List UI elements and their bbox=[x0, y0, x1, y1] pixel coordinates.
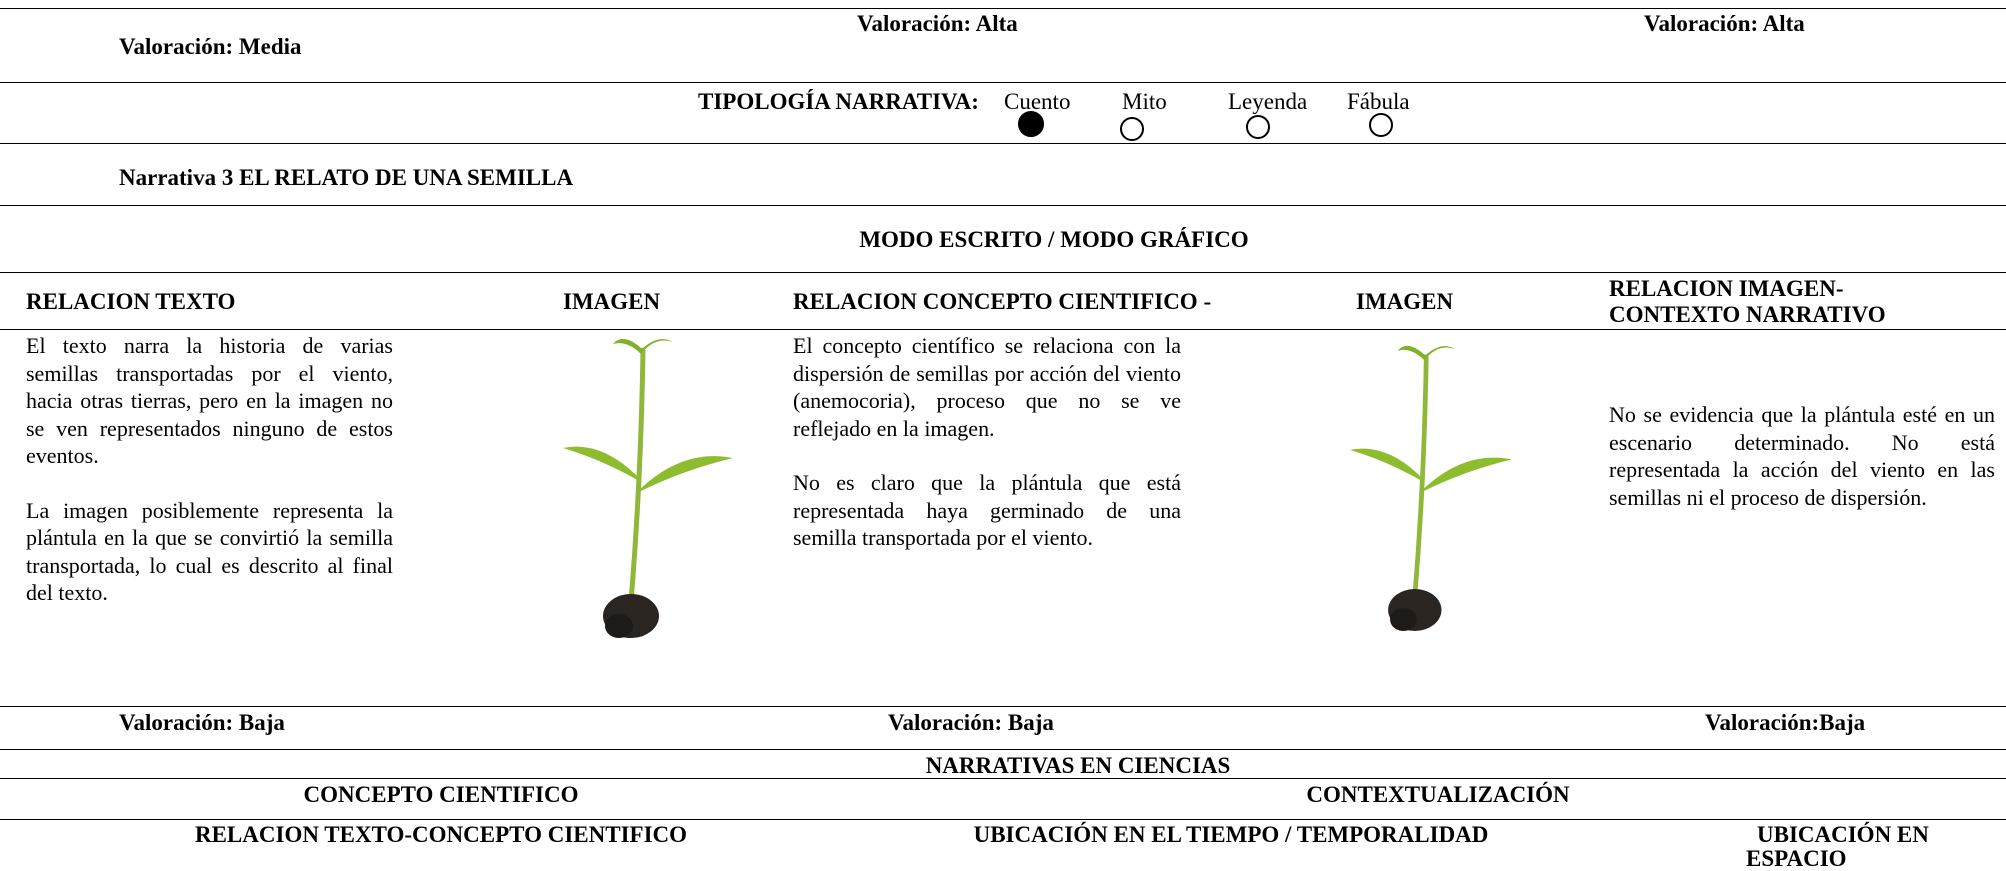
radio bbox=[1120, 117, 1144, 141]
rule bbox=[0, 778, 2006, 779]
paragraph: El texto narra la historia de varias sem… bbox=[26, 333, 393, 468]
column-header: IMAGEN bbox=[1356, 289, 1454, 314]
paragraph: La imagen posiblemente representa la plá… bbox=[26, 497, 393, 606]
seedling-image bbox=[563, 338, 733, 638]
paragraph: El concepto científico se relaciona con … bbox=[793, 333, 1181, 441]
rating: Valoración: Alta bbox=[1644, 11, 1805, 36]
section-title: MODO ESCRITO / MODO GRÁFICO bbox=[859, 227, 1249, 252]
paragraphs: El texto narra la historia de varias sem… bbox=[26, 332, 393, 634]
column-header: RELACION IMAGEN- bbox=[1609, 276, 1844, 301]
footer-title: NARRATIVAS EN CIENCIAS bbox=[925, 753, 1231, 778]
rating: Valoración: Baja bbox=[119, 710, 285, 735]
narrative-title: Narrativa 3 EL RELATO DE UNA SEMILLA bbox=[119, 165, 574, 190]
rating: Valoración: Alta bbox=[857, 11, 1018, 36]
paragraphs: El concepto científico se relaciona con … bbox=[793, 332, 1181, 579]
rule bbox=[0, 819, 2006, 820]
column-header: RELACION CONCEPTO CIENTIFICO - bbox=[793, 289, 1212, 314]
rule bbox=[0, 143, 2006, 144]
footer-column: UBICACIÓN EN bbox=[1757, 822, 1929, 847]
rule bbox=[0, 205, 2006, 206]
paragraphs: No se evidencia que la plántula esté en … bbox=[1609, 401, 1995, 538]
rule bbox=[0, 272, 2006, 273]
rule bbox=[0, 329, 2006, 330]
column-header: IMAGEN bbox=[563, 289, 661, 314]
seedling-image bbox=[1350, 345, 1512, 631]
radio-selected bbox=[1018, 111, 1044, 137]
rating: Valoración:Baja bbox=[1705, 710, 1866, 735]
rule bbox=[0, 749, 2006, 750]
footer-column: RELACION TEXTO-CONCEPTO CIENTIFICO bbox=[194, 822, 688, 847]
column-header: RELACION TEXTO bbox=[26, 289, 236, 314]
footer-group: CONTEXTUALIZACIÓN bbox=[1306, 782, 1570, 807]
footer-group: CONCEPTO CIENTIFICO bbox=[303, 782, 579, 807]
footer-column: UBICACIÓN EN EL TIEMPO / TEMPORALIDAD bbox=[973, 822, 1489, 847]
typology-option: Cuento bbox=[1004, 89, 1071, 114]
typology-option: Leyenda bbox=[1228, 89, 1308, 114]
paragraph: No se evidencia que la plántula esté en … bbox=[1609, 402, 1995, 510]
rating: Valoración: Baja bbox=[888, 710, 1054, 735]
typology-label: TIPOLOGÍA NARRATIVA: bbox=[698, 89, 979, 114]
typology-option: Mito bbox=[1122, 89, 1167, 114]
column-header: CONTEXTO NARRATIVO bbox=[1609, 302, 1886, 327]
typology-option: Fábula bbox=[1347, 89, 1410, 114]
rule bbox=[0, 82, 2006, 83]
rating: Valoración: Media bbox=[119, 34, 302, 59]
radio bbox=[1246, 115, 1270, 139]
paragraph: No es claro que la plántula que está rep… bbox=[793, 470, 1181, 550]
rule bbox=[0, 8, 2006, 9]
rule bbox=[0, 706, 2006, 707]
radio bbox=[1369, 113, 1393, 137]
footer-column: ESPACIO bbox=[1746, 846, 1847, 871]
